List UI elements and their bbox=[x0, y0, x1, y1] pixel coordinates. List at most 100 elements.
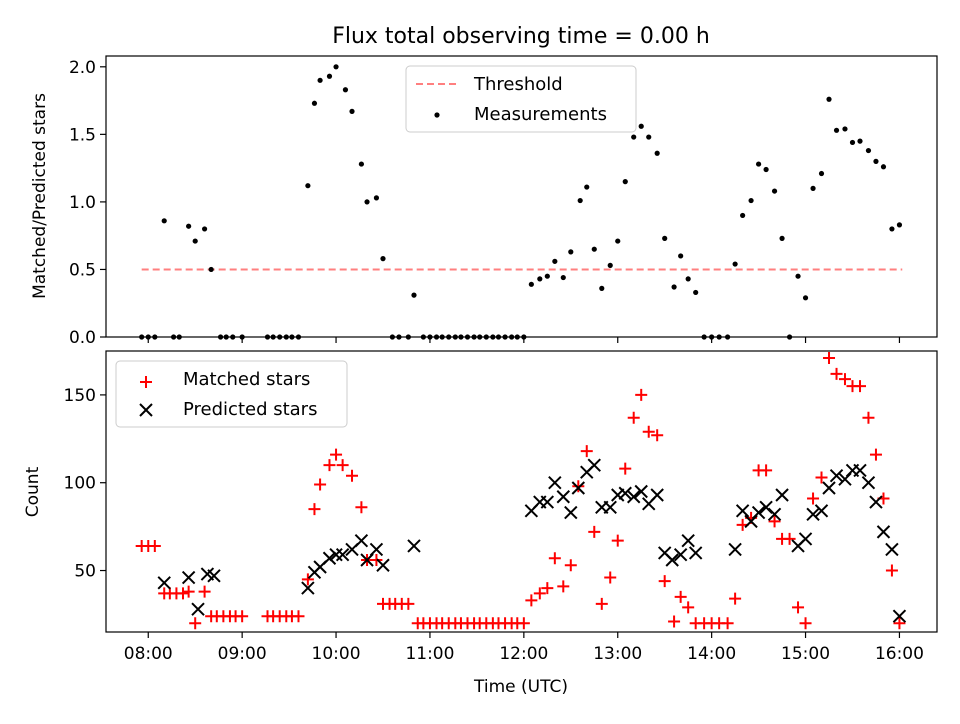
measurement-point bbox=[477, 334, 483, 340]
matched-star-point bbox=[729, 592, 742, 605]
measurement-point bbox=[771, 188, 778, 194]
legend-matched-swatch bbox=[140, 376, 152, 388]
measurement-point bbox=[865, 147, 872, 154]
matched-star-point bbox=[572, 480, 585, 493]
measurement-point bbox=[420, 334, 426, 340]
measurement-point bbox=[685, 276, 691, 282]
bottom-legend-box bbox=[115, 360, 348, 428]
measurement-point bbox=[333, 64, 339, 70]
predicted-star-point bbox=[301, 581, 315, 595]
measurement-point bbox=[311, 100, 318, 106]
bottom-y-tick-label: 150 bbox=[64, 386, 96, 406]
measurement-point bbox=[201, 226, 208, 232]
matched-star-point bbox=[148, 539, 161, 552]
bottom-y-tick-label: 100 bbox=[64, 474, 96, 494]
measurement-point bbox=[857, 138, 863, 144]
matched-star-point bbox=[236, 610, 249, 623]
predicted-star-point bbox=[751, 505, 766, 520]
measurement-point bbox=[380, 256, 386, 262]
measurement-point bbox=[646, 134, 652, 140]
measurement-point bbox=[591, 246, 597, 252]
measurement-point bbox=[458, 334, 464, 340]
matched-star-point bbox=[182, 585, 195, 598]
bottom-legend: Matched stars Predicted stars bbox=[115, 360, 348, 428]
measurement-point bbox=[192, 238, 198, 244]
matched-star-point bbox=[760, 464, 773, 477]
measurement-point bbox=[842, 126, 848, 132]
predicted-star-point bbox=[548, 476, 562, 490]
measurement-point bbox=[464, 334, 471, 340]
measurement-point bbox=[514, 334, 520, 340]
predicted-star-point bbox=[587, 458, 601, 472]
legend-matched-label: Matched stars bbox=[183, 369, 310, 390]
x-tick-label: 14:00 bbox=[687, 644, 736, 664]
measurement-point bbox=[427, 334, 433, 340]
matched-star-point bbox=[564, 559, 577, 572]
matched-star-point bbox=[355, 501, 368, 514]
measurement-point bbox=[631, 134, 637, 140]
predicted-star-point bbox=[335, 548, 350, 562]
matched-star-point bbox=[588, 525, 601, 538]
matched-star-point bbox=[189, 617, 202, 630]
top-y-tick-label: 0.0 bbox=[69, 328, 96, 348]
measurement-point bbox=[763, 166, 769, 173]
top-y-tick-label: 1.5 bbox=[69, 125, 96, 145]
measurement-point bbox=[599, 285, 605, 291]
matched-star-point bbox=[604, 571, 617, 584]
bottom-plot-frame bbox=[105, 350, 938, 633]
measurement-point bbox=[239, 334, 245, 340]
matched-star-point bbox=[830, 367, 843, 380]
predicted-star-point bbox=[876, 525, 891, 539]
measurement-point bbox=[186, 223, 192, 229]
predicted-star-point bbox=[376, 558, 390, 572]
bottom-y-tick-label: 50 bbox=[74, 562, 96, 582]
measurement-point bbox=[358, 161, 365, 167]
matched-star-point bbox=[823, 352, 836, 365]
matched-star-point bbox=[869, 448, 882, 461]
x-tick-label: 12:00 bbox=[499, 644, 548, 664]
top-legend-box bbox=[405, 65, 637, 133]
matched-star-point bbox=[308, 503, 321, 516]
measurement-point bbox=[230, 334, 236, 340]
matched-star-point bbox=[682, 601, 695, 614]
matched-star-point bbox=[336, 459, 349, 472]
matched-star-point bbox=[862, 411, 875, 424]
measurement-point bbox=[833, 127, 840, 133]
measurement-point bbox=[849, 139, 856, 146]
predicted-star-point bbox=[354, 533, 369, 548]
measurement-point bbox=[389, 334, 395, 340]
x-axis-label: Time (UTC) bbox=[473, 677, 568, 697]
measurement-point bbox=[748, 197, 754, 204]
predicted-star-point bbox=[681, 533, 695, 548]
matched-star-point bbox=[619, 462, 632, 475]
predicted-star-point bbox=[688, 546, 703, 560]
x-tick-label: 09:00 bbox=[218, 644, 267, 664]
measurement-point bbox=[537, 276, 543, 282]
top-panel: 0.0 0.5 1.0 1.5 2.0 bbox=[69, 55, 938, 348]
predicted-star-point bbox=[767, 507, 782, 522]
predicted-star-point bbox=[728, 542, 742, 557]
measurement-point bbox=[725, 334, 731, 340]
measurement-point bbox=[795, 273, 801, 279]
predicted-star-point bbox=[603, 500, 617, 515]
matched-star-point bbox=[642, 425, 655, 438]
top-legend: Threshold Measurements bbox=[405, 65, 637, 133]
predicted-star-point bbox=[885, 542, 899, 557]
measurement-point bbox=[289, 334, 295, 340]
measurement-point bbox=[342, 87, 349, 93]
predicted-star-point bbox=[650, 488, 664, 502]
predicted-star-point bbox=[369, 542, 384, 557]
measurement-point bbox=[176, 334, 182, 340]
top-y-tick-label: 1.0 bbox=[69, 193, 96, 213]
predicted-star-point bbox=[634, 484, 648, 499]
measurement-point bbox=[732, 261, 738, 267]
measurement-point bbox=[295, 334, 302, 340]
predicted-star-point bbox=[829, 468, 844, 483]
predicted-star-point bbox=[322, 551, 337, 565]
matched-star-point bbox=[323, 459, 336, 472]
matched-star-point bbox=[541, 582, 554, 595]
predicted-star-point bbox=[861, 476, 876, 490]
measurement-point bbox=[826, 96, 832, 102]
matched-star-point bbox=[651, 429, 664, 442]
